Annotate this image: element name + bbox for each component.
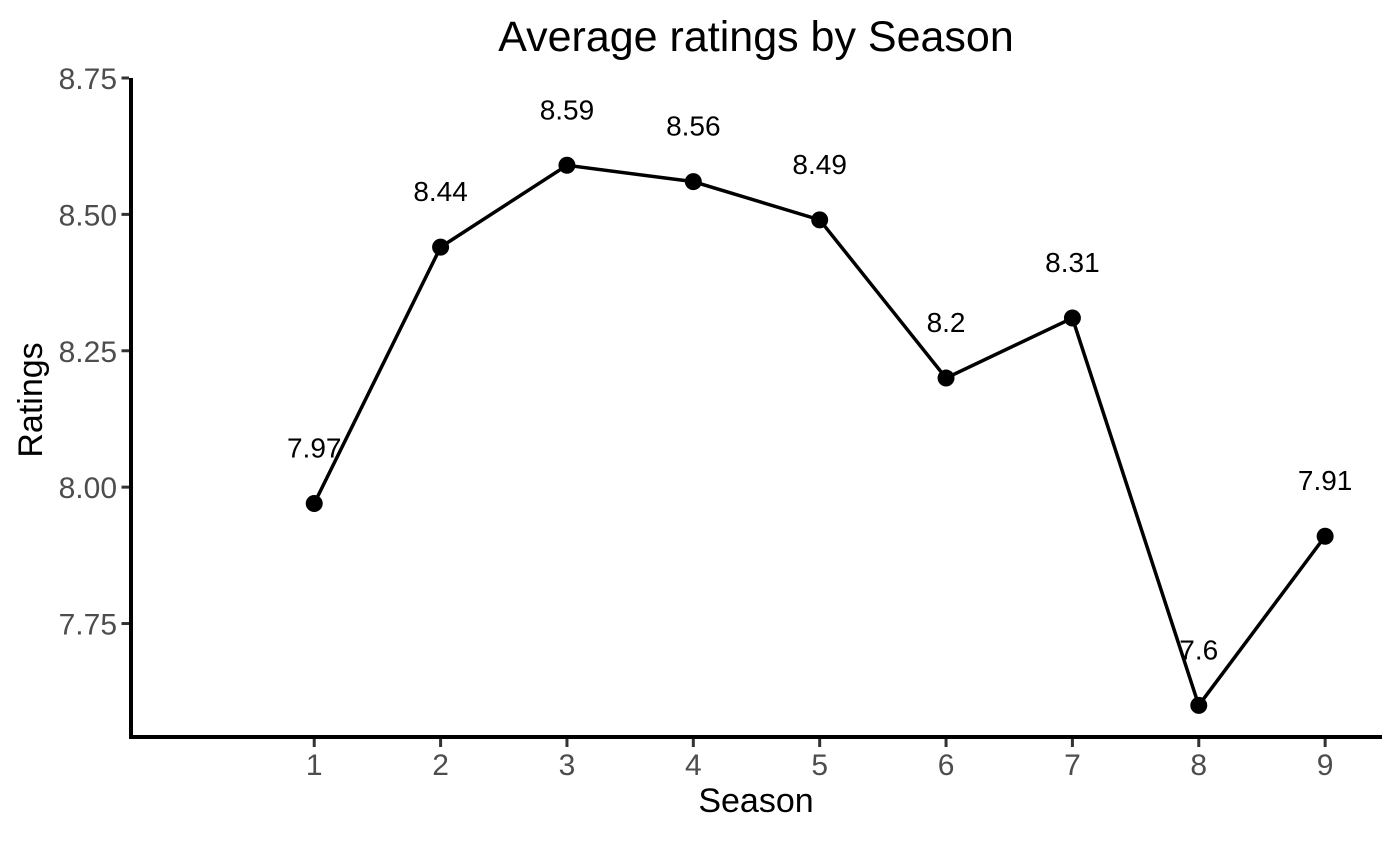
y-tick-label-8.75: 8.75 — [59, 63, 117, 96]
point-label-season-2: 8.44 — [413, 176, 468, 207]
y-tick-label-7.75: 7.75 — [59, 609, 117, 642]
data-point-season-2 — [432, 238, 450, 256]
point-label-season-5: 8.49 — [792, 149, 847, 180]
y-axis-title: Ratings — [12, 342, 50, 457]
y-tick-label-8.25: 8.25 — [59, 336, 117, 369]
data-point-season-7 — [1063, 309, 1081, 327]
axis-lines — [129, 78, 1382, 739]
y-tick-label-8.50: 8.50 — [59, 199, 117, 232]
x-tick-label-5: 5 — [811, 749, 828, 782]
data-point-season-4 — [684, 173, 702, 191]
x-tick-label-7: 7 — [1064, 749, 1081, 782]
x-axis-title: Season — [698, 782, 813, 820]
data-point-season-6 — [937, 369, 955, 387]
point-label-season-8: 7.6 — [1179, 634, 1218, 665]
ratings-line — [312, 163, 1327, 710]
x-tick-label-2: 2 — [432, 749, 449, 782]
x-tick-label-3: 3 — [559, 749, 576, 782]
x-tick-label-8: 8 — [1190, 749, 1207, 782]
data-point-season-1 — [305, 495, 323, 513]
data-point-season-8 — [1190, 696, 1208, 714]
point-label-season-1: 7.97 — [287, 433, 342, 464]
x-tick-label-6: 6 — [938, 749, 955, 782]
x-tick-label-9: 9 — [1317, 749, 1334, 782]
x-tick-label-4: 4 — [685, 749, 702, 782]
point-label-season-7: 8.31 — [1045, 247, 1100, 278]
y-tick-label-8.00: 8.00 — [59, 472, 117, 505]
point-label-season-9: 7.91 — [1298, 465, 1353, 496]
point-label-season-3: 8.59 — [540, 94, 595, 125]
data-point-season-9 — [1316, 527, 1334, 545]
point-label-season-4: 8.56 — [666, 111, 721, 142]
chart-title: Average ratings by Season — [498, 13, 1014, 61]
x-tick-label-1: 1 — [306, 749, 323, 782]
point-label-season-6: 8.2 — [927, 307, 966, 338]
data-point-season-3 — [558, 156, 576, 174]
data-point-season-5 — [811, 211, 829, 229]
plot-area: 7.75 8.00 8.25 8.50 8.75 1 2 3 4 5 6 7 8 9 7.97 8.44 8.5… — [59, 63, 1382, 782]
